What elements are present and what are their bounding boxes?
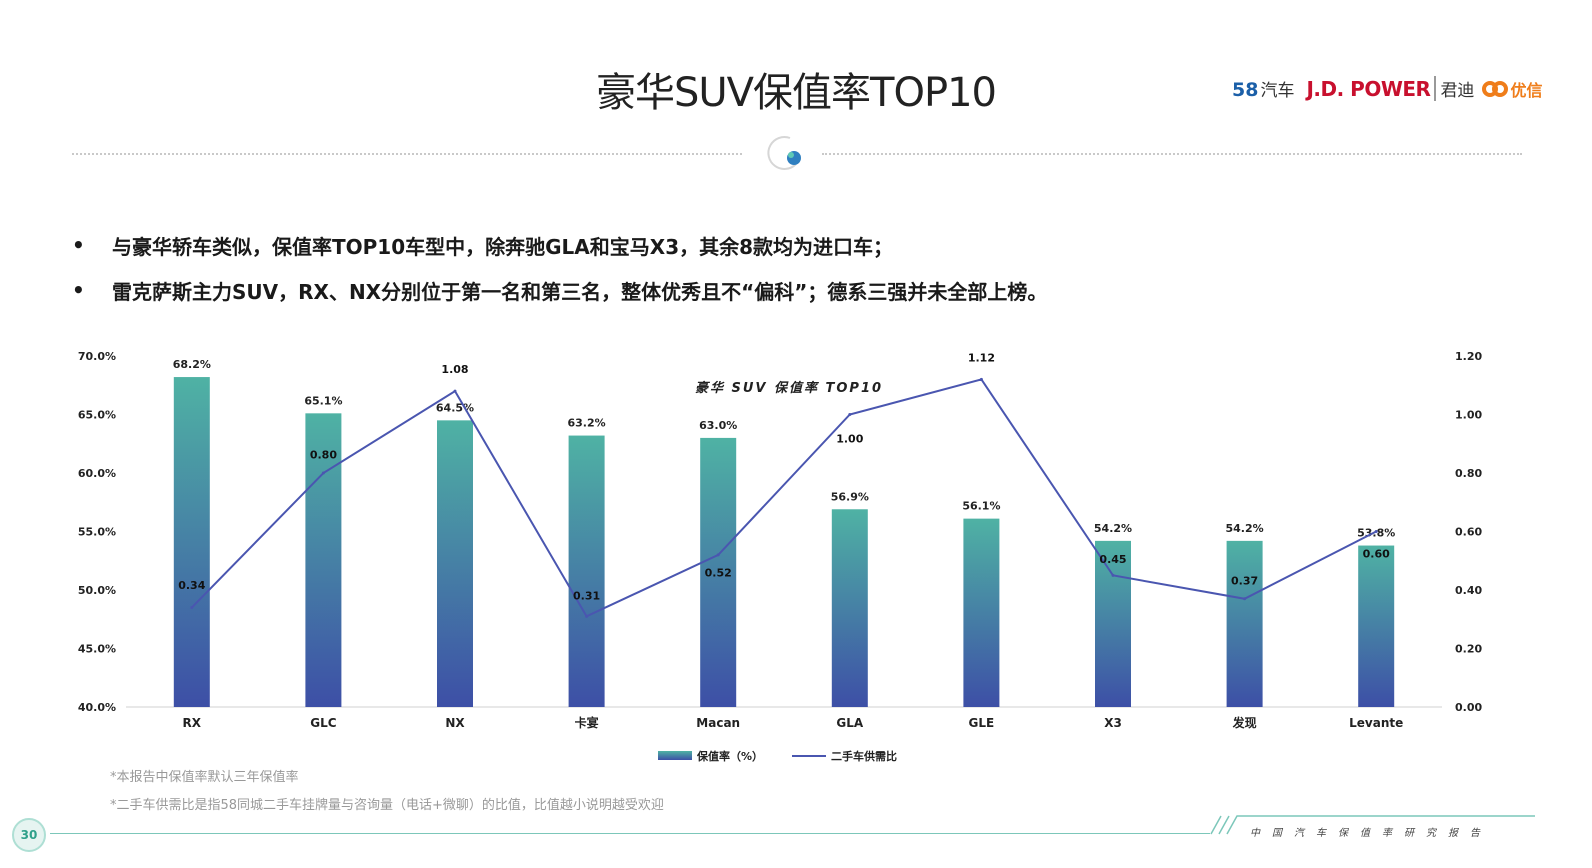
summary-bullets: • 与豪华轿车类似，保值率TOP10车型中，除奔驰GLA和宝马X3，其余8款均为… <box>72 232 1047 322</box>
y-left-tick-label: 55.0% <box>78 526 116 539</box>
line-value-label: 0.60 <box>1363 548 1390 561</box>
line-value-label: 1.00 <box>836 433 863 446</box>
bar-GLC <box>305 413 342 707</box>
line-value-label: 0.52 <box>705 566 732 579</box>
chart-canvas: 40.0% 45.0% 50.0% 55.0% 60.0% 65.0% 70.0% 0.00 0… <box>78 350 1483 763</box>
line-point <box>321 471 325 475</box>
bar-value-label: 68.2% <box>173 358 211 371</box>
supply-demand-line <box>191 378 1377 618</box>
logo-jd-power: J.D. POWER <box>1306 76 1431 101</box>
bullet-item: • 雷克萨斯主力SUV，RX、NX分别位于第一名和第三名，整体优秀且不“偏科”；… <box>72 277 1048 304</box>
line-value-label: 0.37 <box>1231 575 1258 588</box>
line-point <box>979 377 983 381</box>
line-point <box>190 606 194 610</box>
line-point <box>1243 597 1247 601</box>
footer-slash-icon <box>1210 815 1535 835</box>
bar-value-label: 63.2% <box>568 417 606 430</box>
y-right-tick-label: 0.00 <box>1455 701 1482 714</box>
bar-Levante <box>1358 545 1395 707</box>
bullet-marker: • <box>72 278 85 302</box>
bar-value-label: 54.2% <box>1226 522 1264 535</box>
title-divider-left <box>72 153 742 155</box>
bar-value-label: 56.9% <box>831 490 869 503</box>
line-value-label: 0.34 <box>178 579 205 592</box>
line-point <box>453 389 457 393</box>
line-value-label: 1.08 <box>441 363 468 376</box>
y-right-tick-label: 0.80 <box>1455 467 1482 480</box>
line-value-label: 0.45 <box>1099 553 1126 566</box>
bar-X3 <box>1095 540 1131 707</box>
x-tick-label: RX <box>183 716 202 730</box>
y-left-tick-label: 40.0% <box>78 701 116 714</box>
chart-title: 豪华 SUV 保值率 TOP10 <box>695 380 883 396</box>
bar-value-label: 56.1% <box>962 500 1000 513</box>
y-right-tick-label: 0.20 <box>1455 643 1482 656</box>
title-divider-right <box>822 153 1522 155</box>
bar-RX <box>173 377 210 707</box>
bar-value-label: 64.5% <box>436 401 474 414</box>
bar-value-label: 54.2% <box>1094 522 1132 535</box>
logo-jundi: 君迪 <box>1434 76 1474 101</box>
bar-GLA <box>831 509 868 707</box>
legend-swatch-retention <box>658 751 692 760</box>
y-left-tick-label: 45.0% <box>78 643 116 656</box>
line-point <box>848 413 852 416</box>
footer-line <box>50 833 1210 834</box>
line-value-label: 1.12 <box>968 351 995 364</box>
bullet-item: • 与豪华轿车类似，保值率TOP10车型中，除奔驰GLA和宝马X3，其余8款均为… <box>72 232 1047 259</box>
logo-58-text: 汽车 <box>1260 81 1295 101</box>
x-tick-label: 卡宴 <box>575 715 599 730</box>
bullet-marker: • <box>72 233 85 257</box>
line-point <box>1111 573 1115 577</box>
y-left-tick-label: 50.0% <box>78 584 116 597</box>
logo-58-number: 58 <box>1232 79 1259 101</box>
y-right-tick-label: 1.00 <box>1455 409 1482 422</box>
logo-youxin-text: 优信 <box>1510 80 1543 100</box>
y-left-tick-label: 65.0% <box>78 409 116 422</box>
legend-label-retention: 保值率（%） <box>696 749 763 763</box>
line-value-label: 0.31 <box>573 590 600 603</box>
logo-youxin: 优信 <box>1482 77 1542 101</box>
logo-58-auto: 58 汽车 <box>1232 76 1294 101</box>
footer-report-name: 中国汽车保值率研究报告 <box>1250 828 1492 839</box>
y-right-tick-label: 1.20 <box>1455 350 1482 363</box>
x-tick-label: Macan <box>696 716 740 730</box>
bar-Macan <box>700 437 737 707</box>
decorative-ring-icon <box>767 136 801 170</box>
line-value-label: 0.80 <box>310 448 337 461</box>
bar-GLE <box>963 518 1000 707</box>
bar-value-label: 63.0% <box>699 419 737 432</box>
bar-卡宴 <box>568 435 605 707</box>
bullet-text: 与豪华轿车类似，保值率TOP10车型中，除奔驰GLA和宝马X3，其余8款均为进口… <box>112 234 894 259</box>
x-tick-label: GLA <box>836 716 863 730</box>
page-title: 豪华SUV保值率TOP10 <box>596 70 997 116</box>
x-tick-label: Levante <box>1349 716 1403 730</box>
x-tick-label: NX <box>445 716 465 730</box>
y-right-tick-label: 0.40 <box>1455 584 1482 597</box>
youxin-logo-icon <box>1482 80 1509 97</box>
line-point <box>1374 530 1378 533</box>
x-tick-label: X3 <box>1104 716 1122 730</box>
bar-value-label: 65.1% <box>304 394 342 407</box>
line-point <box>716 553 720 557</box>
x-tick-label: 发现 <box>1232 715 1257 730</box>
x-tick-label: GLE <box>969 716 995 730</box>
note-supply-demand-definition: *二手车供需比是指58同城二手车挂牌量与咨询量（电话+微聊）的比值，比值越小说明… <box>110 798 664 813</box>
x-tick-label: GLC <box>310 716 336 730</box>
page-number: 30 <box>12 818 46 852</box>
legend-label-supply-demand: 二手车供需比 <box>831 749 897 763</box>
bar-发现 <box>1226 540 1263 707</box>
line-point <box>585 614 589 618</box>
partner-logos: 58 汽车 J.D. POWER 君迪 优信 <box>1232 76 1542 101</box>
note-retention-definition: *本报告中保值率默认三年保值率 <box>110 770 299 785</box>
y-left-tick-label: 70.0% <box>78 350 116 363</box>
y-right-tick-label: 0.60 <box>1455 526 1482 539</box>
bar-NX <box>437 420 473 707</box>
bullet-text: 雷克萨斯主力SUV，RX、NX分别位于第一名和第三名，整体优秀且不“偏科”；德系… <box>112 279 1048 304</box>
y-left-tick-label: 60.0% <box>78 467 116 480</box>
